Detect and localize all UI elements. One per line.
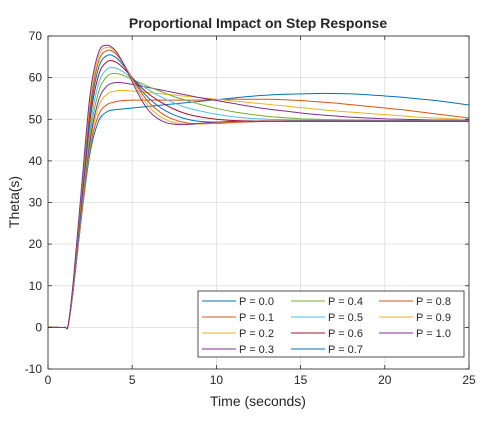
y-tick-label: -10	[25, 362, 43, 376]
legend-label: P = 0.0	[239, 296, 274, 308]
legend-label: P = 0.1	[239, 312, 274, 324]
x-axis-title: Time (seconds)	[210, 393, 306, 409]
x-tick-label: 15	[294, 373, 308, 387]
x-tick-label: 10	[210, 373, 224, 387]
series-line-p3	[48, 81, 470, 329]
chart-title: Proportional Impact on Step Response	[129, 15, 387, 31]
legend-label: P = 0.7	[328, 344, 363, 356]
x-tick-label: 20	[378, 373, 392, 387]
y-tick-label: 10	[29, 279, 43, 293]
y-tick-label: 20	[29, 237, 43, 251]
y-tick-label: 70	[29, 29, 43, 43]
legend-label: P = 0.6	[328, 328, 363, 340]
y-tick-label: 50	[29, 112, 43, 126]
legend: P = 0.0 P = 0.1 P = 0.2 P = 0.3 P = 0.4 P = 0…	[197, 290, 465, 358]
y-tick-label: 30	[29, 196, 43, 210]
series-lines	[48, 44, 470, 330]
legend-label: P = 0.9	[416, 312, 451, 324]
y-tick-label: 0	[35, 320, 42, 334]
x-tick-label: 25	[462, 373, 476, 387]
y-tick-label: 40	[29, 154, 43, 168]
x-tick-label: 0	[45, 373, 52, 387]
legend-box	[197, 290, 465, 358]
legend-label: P = 0.3	[239, 344, 274, 356]
legend-label: P = 0.8	[416, 296, 451, 308]
x-tick-label: 5	[129, 373, 136, 387]
legend-label: P = 0.4	[328, 296, 363, 308]
legend-items: P = 0.0 P = 0.1 P = 0.2 P = 0.3 P = 0.4 P = 0…	[202, 296, 451, 356]
y-axis-title: Theta(s)	[6, 176, 22, 228]
y-tick-label: 60	[29, 71, 43, 85]
legend-label: P = 0.5	[328, 312, 363, 324]
legend-label: P = 1.0	[416, 328, 451, 340]
series-line-p10	[48, 44, 469, 330]
legend-label: P = 0.2	[239, 328, 274, 340]
